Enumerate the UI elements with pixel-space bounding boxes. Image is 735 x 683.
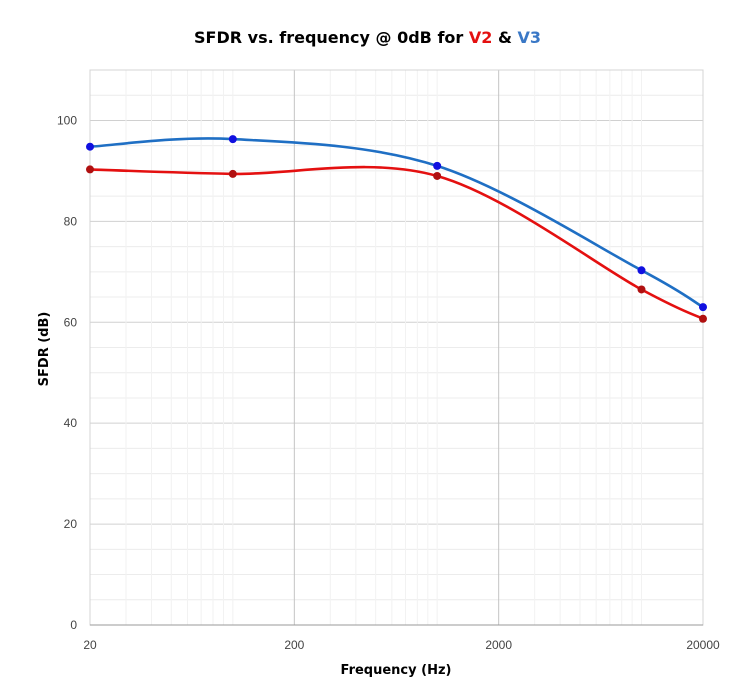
chart-title: SFDR vs. frequency @ 0dB for V2 & V3 <box>0 28 735 47</box>
data-point-v3 <box>699 303 707 312</box>
y-tick-label: 60 <box>64 315 78 329</box>
y-axis-title: SFDR (dB) <box>37 312 52 387</box>
data-point-v3 <box>228 135 237 144</box>
y-tick-label: 20 <box>64 517 78 531</box>
title-main: SFDR vs. frequency @ 0dB for <box>194 28 469 47</box>
data-point-v2 <box>433 171 442 180</box>
data-point-v3 <box>637 266 646 275</box>
title-series-v3: V3 <box>517 28 541 47</box>
data-point-v2 <box>699 314 707 323</box>
x-tick-label: 20000 <box>686 638 720 652</box>
title-ampersand: & <box>492 28 518 47</box>
y-tick-label: 0 <box>70 618 77 632</box>
y-tick-label: 100 <box>57 113 77 127</box>
data-point-v2 <box>228 169 237 178</box>
y-tick-label: 80 <box>64 214 78 228</box>
title-series-v2: V2 <box>468 28 493 47</box>
data-point-v2 <box>637 285 646 294</box>
series-layer <box>86 135 707 323</box>
data-point-v3 <box>86 142 94 151</box>
y-tick-label: 40 <box>64 416 78 430</box>
series-line-v2 <box>88 165 705 320</box>
data-point-v2 <box>86 165 94 174</box>
series-line-v3 <box>88 137 705 309</box>
x-tick-label: 200 <box>284 638 304 652</box>
x-axis-title: Frequency (Hz) <box>341 663 452 678</box>
grid <box>89 69 704 626</box>
tick-labels: 0 20 40 60 80 100 20 200 2000 20000 <box>57 113 720 652</box>
x-tick-label: 2000 <box>485 638 512 652</box>
data-point-v3 <box>433 161 442 170</box>
x-tick-label: 20 <box>83 638 97 652</box>
